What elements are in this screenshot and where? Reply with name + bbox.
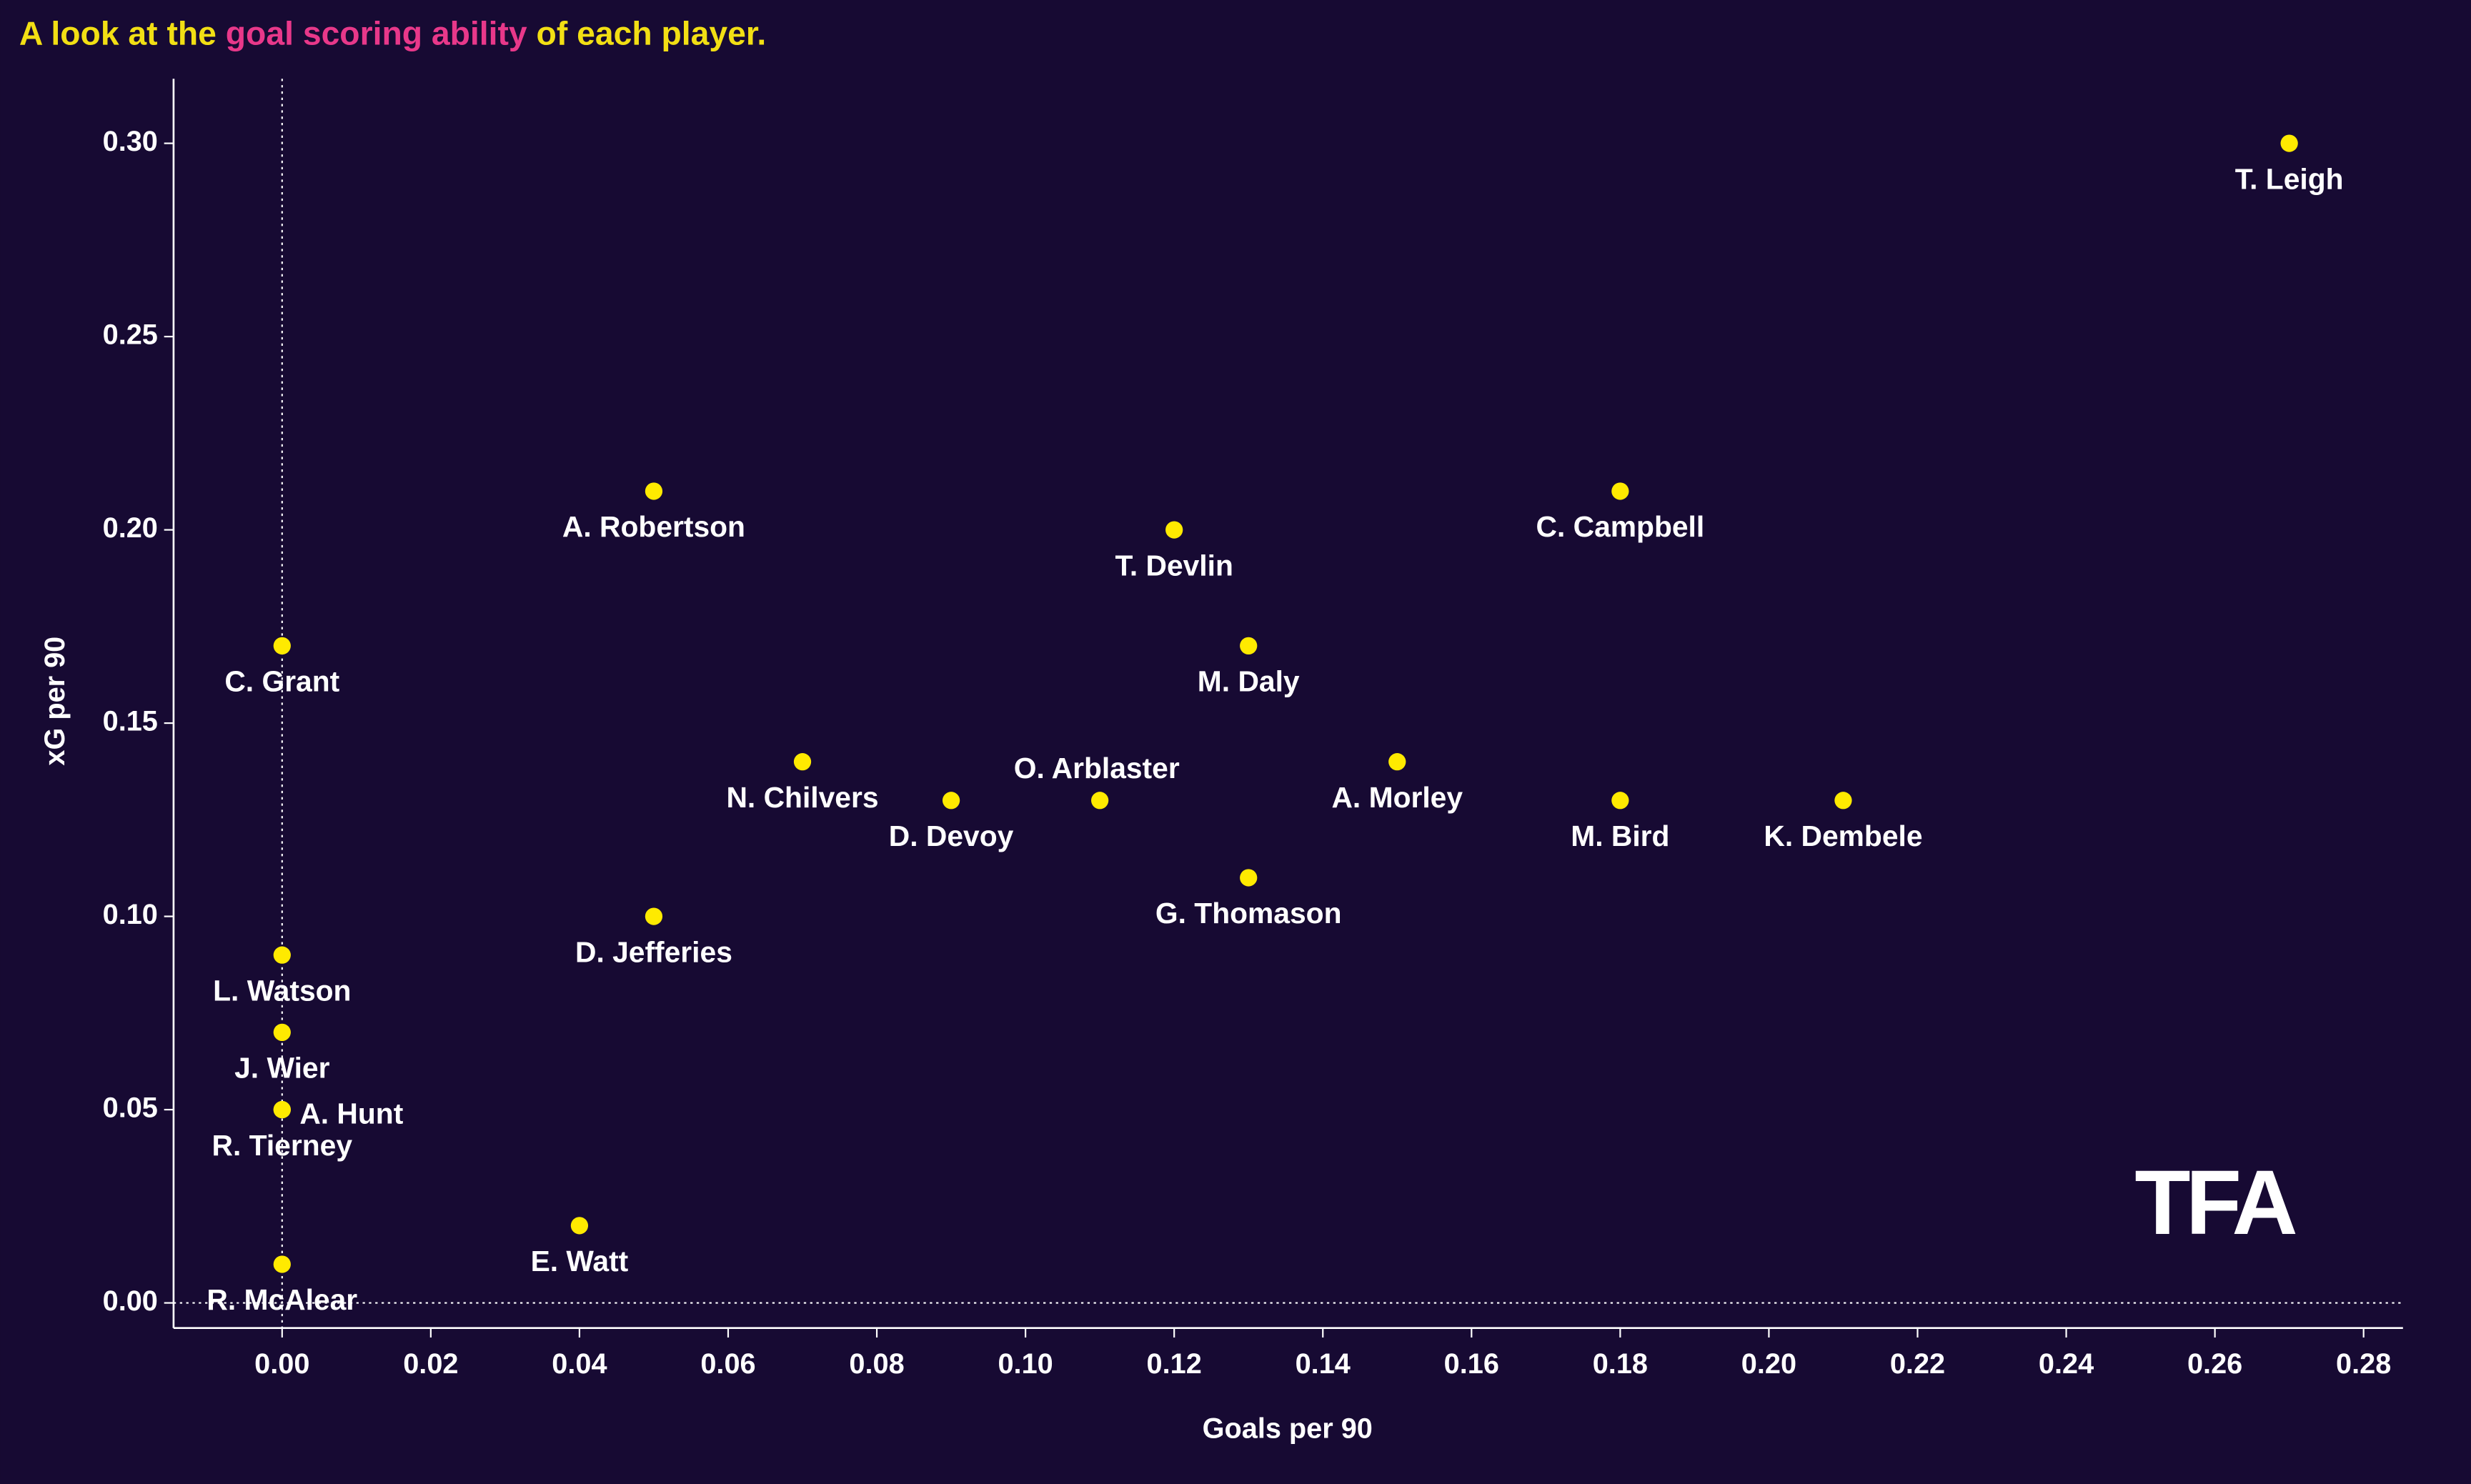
- data-point: [273, 946, 291, 964]
- point-label: M. Daly: [1198, 665, 1300, 698]
- y-axis-title: xG per 90: [39, 637, 71, 766]
- x-tick-label: 0.12: [1147, 1348, 1202, 1380]
- data-point: [1091, 792, 1109, 810]
- x-tick-label: 0.16: [1444, 1348, 1499, 1380]
- point-label: D. Devoy: [889, 820, 1014, 852]
- point-label: A. Robertson: [562, 510, 745, 543]
- title-part: of each player.: [527, 15, 767, 52]
- data-point: [273, 1023, 291, 1041]
- point-label: G. Thomason: [1155, 897, 1342, 930]
- x-tick-label: 0.22: [1890, 1348, 1945, 1380]
- x-tick-label: 0.04: [552, 1348, 607, 1380]
- point-label: N. Chilvers: [726, 781, 878, 814]
- point-label: T. Leigh: [2235, 162, 2344, 195]
- point-label: O. Arblaster: [1014, 752, 1180, 785]
- point-label: M. Bird: [1571, 820, 1669, 852]
- point-label: T. Devlin: [1115, 549, 1233, 582]
- x-tick-label: 0.00: [254, 1348, 309, 1380]
- title-part: A look at the: [19, 15, 217, 52]
- data-point: [2280, 134, 2298, 152]
- x-axis-title: Goals per 90: [1203, 1413, 1373, 1445]
- data-point: [942, 792, 960, 810]
- data-point: [1240, 869, 1258, 887]
- data-point: [1834, 792, 1852, 810]
- data-point: [1165, 521, 1183, 539]
- data-point: [273, 1255, 291, 1273]
- title-part: goal scoring ability: [217, 15, 527, 52]
- y-tick-label: 0.15: [103, 706, 158, 737]
- x-tick-label: 0.08: [849, 1348, 904, 1380]
- data-point: [645, 482, 663, 500]
- point-label: R. Tierney: [212, 1129, 353, 1162]
- x-tick-label: 0.20: [1741, 1348, 1796, 1380]
- y-tick-label: 0.25: [103, 319, 158, 351]
- y-tick-label: 0.30: [103, 126, 158, 157]
- x-tick-label: 0.18: [1593, 1348, 1648, 1380]
- point-label: A. Morley: [1331, 781, 1463, 814]
- data-point: [793, 753, 812, 771]
- y-tick-label: 0.10: [103, 899, 158, 930]
- data-point: [273, 1100, 291, 1119]
- point-label: E. Watt: [531, 1245, 629, 1278]
- point-label: R. McAlear: [207, 1283, 357, 1316]
- point-label: C. Grant: [224, 665, 339, 698]
- data-point: [1611, 482, 1629, 500]
- chart-title: A look at the goal scoring ability of ea…: [19, 15, 766, 52]
- point-label: D. Jefferies: [575, 935, 732, 968]
- x-tick-label: 0.28: [2336, 1348, 2391, 1380]
- x-tick-label: 0.24: [2039, 1348, 2094, 1380]
- logo: TFA: [2134, 1152, 2295, 1254]
- x-tick-label: 0.06: [700, 1348, 755, 1380]
- data-point: [273, 637, 291, 655]
- point-label: L. Watson: [213, 974, 351, 1007]
- x-tick-label: 0.14: [1296, 1348, 1351, 1380]
- point-label: J. Wier: [234, 1052, 329, 1085]
- y-tick-label: 0.05: [103, 1092, 158, 1124]
- data-point: [570, 1217, 589, 1235]
- point-label: K. Dembele: [1764, 820, 1922, 852]
- data-point: [1611, 792, 1629, 810]
- x-tick-label: 0.26: [2187, 1348, 2242, 1380]
- x-tick-label: 0.02: [403, 1348, 458, 1380]
- data-point: [1388, 753, 1406, 771]
- data-point: [1240, 637, 1258, 655]
- x-tick-label: 0.10: [998, 1348, 1053, 1380]
- data-point: [645, 907, 663, 925]
- point-label: C. Campbell: [1536, 510, 1705, 543]
- y-tick-label: 0.20: [103, 512, 158, 544]
- point-label: A. Hunt: [299, 1097, 403, 1130]
- y-tick-label: 0.00: [103, 1285, 158, 1317]
